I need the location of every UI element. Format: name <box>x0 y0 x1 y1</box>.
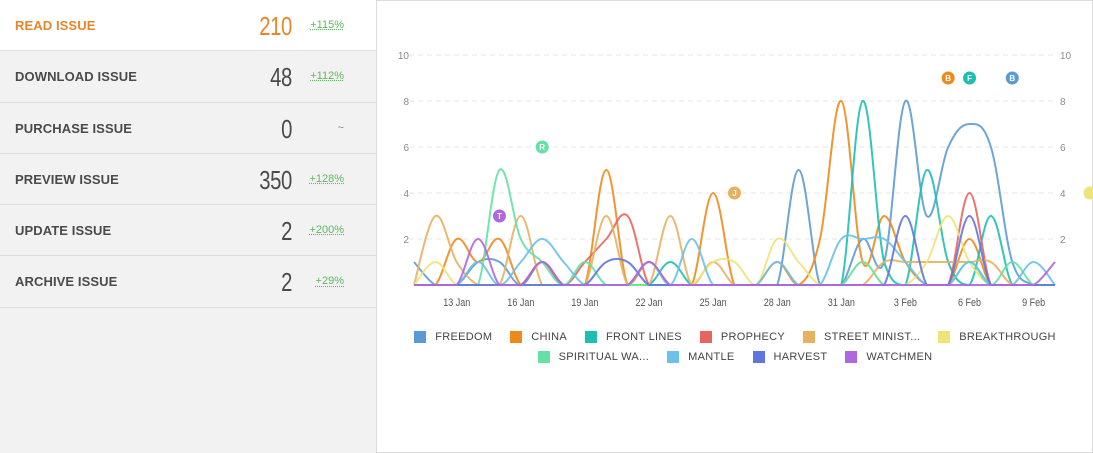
stat-change: +115% <box>310 19 344 31</box>
y-tick-label-left: 4 <box>403 189 409 200</box>
annotation-letter: B <box>1009 74 1015 83</box>
legend-swatch <box>414 331 427 343</box>
stat-row-archive-issue[interactable]: ARCHIVE ISSUE 2 +29% <box>0 256 376 308</box>
annotation-letter: F <box>967 74 972 83</box>
y-tick-label-right: 8 <box>1060 97 1066 108</box>
x-tick-label: 31 Jan <box>828 297 855 309</box>
legend-label: WATCHMEN <box>866 351 933 363</box>
legend-item-prophecy[interactable]: PROPHECY <box>699 327 786 347</box>
stat-change: +29% <box>315 275 344 288</box>
annotation-marker <box>492 209 506 223</box>
stat-value: 2 <box>281 267 292 298</box>
legend-item-spiritual-wa[interactable]: SPIRITUAL WA... <box>537 347 650 367</box>
annotation-marker <box>535 140 549 154</box>
stat-label: READ ISSUE <box>15 18 96 33</box>
legend-item-china[interactable]: CHINA <box>510 327 567 347</box>
stat-row-preview-issue[interactable]: PREVIEW ISSUE 350 +128% <box>0 153 376 206</box>
x-tick-label: 28 Jan <box>764 297 791 309</box>
stat-change: ~ <box>337 121 344 134</box>
legend-label: BREAKTHROUGH <box>959 331 1056 343</box>
legend-swatch <box>510 331 523 343</box>
x-tick-label: 19 Jan <box>571 297 598 309</box>
legend-item-mantle[interactable]: MANTLE <box>667 347 734 367</box>
legend-label: FRONT LINES <box>606 331 682 343</box>
x-tick-label: 25 Jan <box>700 297 727 309</box>
annotation-marker <box>963 71 977 85</box>
stat-change: +128% <box>309 172 344 185</box>
stat-value: 350 <box>259 164 292 195</box>
annotation-letter: J <box>732 189 736 198</box>
annotation-marker <box>941 71 955 85</box>
legend-swatch <box>699 331 712 343</box>
legend-swatch <box>585 331 598 343</box>
annotation-marker <box>1005 71 1019 85</box>
legend-item-street-minist[interactable]: STREET MINIST... <box>803 327 920 347</box>
legend-swatch <box>938 331 951 343</box>
stat-label: DOWNLOAD ISSUE <box>15 69 138 85</box>
annotation-letter: R <box>539 143 545 152</box>
annotation-marker <box>728 186 741 200</box>
legend-item-front-lines[interactable]: FRONT LINES <box>585 327 682 347</box>
legend-swatch <box>537 351 550 363</box>
legend-label: HARVEST <box>773 351 828 363</box>
x-tick-label: 22 Jan <box>636 297 663 309</box>
y-tick-label-right: 4 <box>1060 189 1066 200</box>
stat-row-read-issue[interactable]: READ ISSUE 210 +115% <box>0 0 376 52</box>
legend-item-freedom[interactable]: FREEDOM <box>414 327 492 347</box>
stat-label: PREVIEW ISSUE <box>15 171 119 187</box>
annotation-letter: B <box>945 74 951 83</box>
chart-panel: 2 2 4 4 6 6 8 8 10 10 13 Jan 16 Jan 19 Jan 22 Jan 25 J… <box>377 0 1093 453</box>
stat-row-purchase-issue[interactable]: PURCHASE ISSUE 0 ~ <box>0 102 376 154</box>
legend-row: SPIRITUAL WA... MANTLE HARVEST WATCHMEN <box>377 347 1093 367</box>
series-line-watchmen <box>414 238 1056 286</box>
legend-label: PROPHECY <box>720 331 786 343</box>
stat-row-update-issue[interactable]: UPDATE ISSUE 2 +200% <box>0 205 376 257</box>
x-tick-label: 9 Feb <box>1022 297 1045 309</box>
y-tick-label-left: 8 <box>403 97 409 108</box>
legend-item-watchmen[interactable]: WATCHMEN <box>845 347 932 367</box>
legend-label: CHINA <box>531 331 568 343</box>
x-tick-label: 16 Jan <box>507 297 534 309</box>
chart-legend: FREEDOM CHINA FRONT LINES PROPHECY STREET MI… <box>377 327 1093 367</box>
stat-row-download-issue[interactable]: DOWNLOAD ISSUE 48 +112% <box>0 51 376 103</box>
legend-swatch <box>667 351 680 363</box>
y-tick-label-left: 2 <box>403 235 409 246</box>
series-line-street-minist <box>413 214 1055 286</box>
x-tick-label: 13 Jan <box>443 297 470 309</box>
legend-label: SPIRITUAL WA... <box>558 351 650 363</box>
stat-value: 2 <box>281 216 292 247</box>
annotation-marker <box>1083 186 1093 200</box>
stat-value: 48 <box>270 62 292 93</box>
x-tick-label: 6 Feb <box>958 297 981 309</box>
line-chart: 2 2 4 4 6 6 8 8 10 10 13 Jan 16 Jan 19 Jan 22 Jan 25 J… <box>398 51 1093 309</box>
legend-label: MANTLE <box>688 351 735 363</box>
stats-panel: READ ISSUE 210 +115% DOWNLOAD ISSUE 48 +… <box>0 0 377 453</box>
y-tick-label-right: 2 <box>1060 235 1066 246</box>
y-tick-label-left: 6 <box>403 143 409 154</box>
stat-change: +112% <box>310 70 344 83</box>
legend-label: STREET MINIST... <box>824 331 921 343</box>
legend-swatch <box>803 331 816 343</box>
legend-item-breakthrough[interactable]: BREAKTHROUGH <box>938 327 1056 347</box>
y-tick-label-right: 10 <box>1060 51 1072 62</box>
stat-value: 210 <box>259 11 292 41</box>
stat-label: ARCHIVE ISSUE <box>15 274 118 290</box>
legend-label: FREEDOM <box>435 331 493 343</box>
stat-label: PURCHASE ISSUE <box>15 120 132 136</box>
x-tick-label: 3 Feb <box>894 297 917 309</box>
stat-change: +200% <box>309 224 344 237</box>
annotation-letter: T <box>497 212 502 221</box>
legend-swatch <box>752 351 765 363</box>
y-tick-label-right: 6 <box>1060 143 1066 154</box>
stat-value: 0 <box>281 113 292 144</box>
legend-item-harvest[interactable]: HARVEST <box>752 347 828 367</box>
stat-label: UPDATE ISSUE <box>15 223 112 239</box>
y-tick-label-left: 10 <box>398 51 410 62</box>
legend-swatch <box>845 351 858 363</box>
legend-row: FREEDOM CHINA FRONT LINES PROPHECY STREET MI… <box>377 327 1093 347</box>
